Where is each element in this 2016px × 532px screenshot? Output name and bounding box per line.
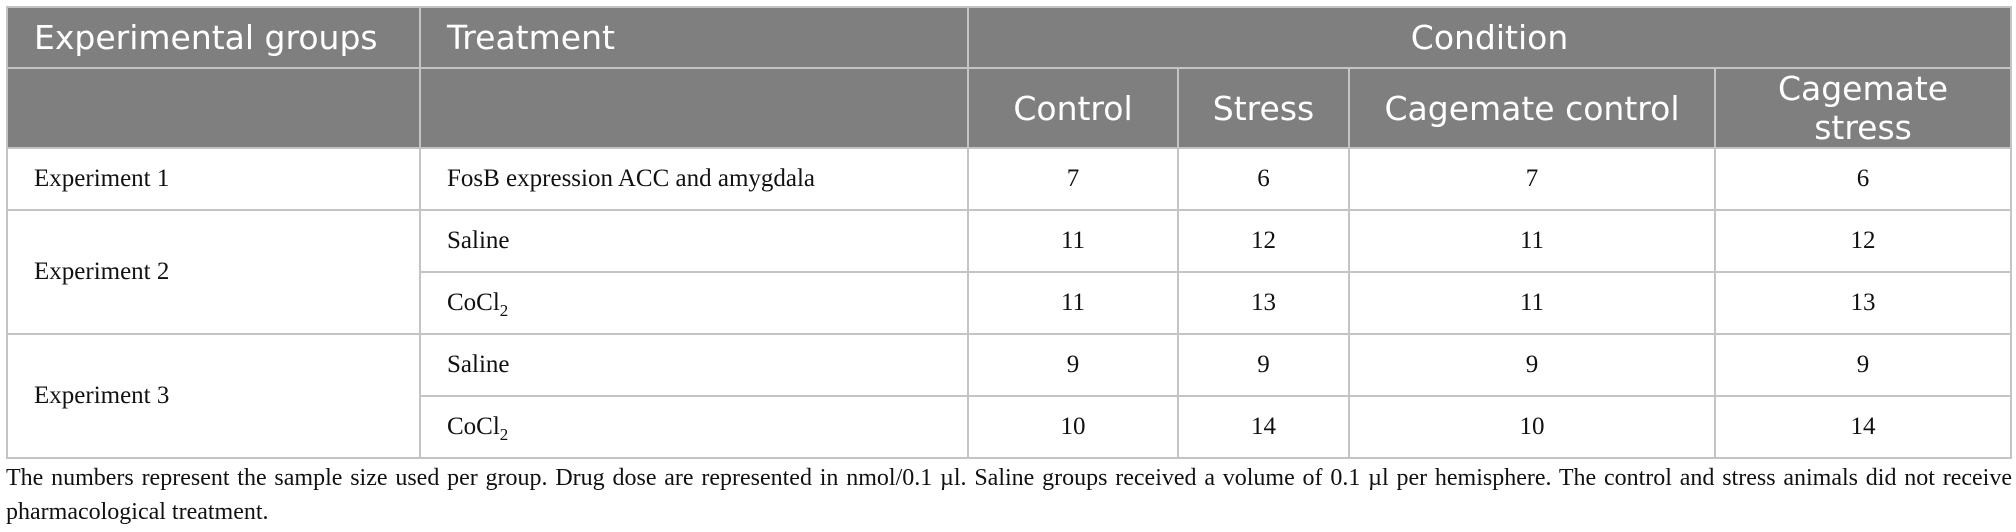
header-cagemate-stress: Cagemate stress <box>1713 67 2013 149</box>
value-cell: 7 <box>967 147 1179 211</box>
value-cell: 6 <box>1177 147 1350 211</box>
treatment-subscript: 2 <box>499 425 509 444</box>
table-row: CoCl2 10 14 10 14 <box>7 395 2013 459</box>
table-row: CoCl2 11 13 11 13 <box>7 271 2013 335</box>
value-cell: 10 <box>1348 395 1716 459</box>
value-cell: 14 <box>1713 395 2013 459</box>
value-cell: 7 <box>1348 147 1716 211</box>
value-cell: 11 <box>1348 271 1716 335</box>
treatment-cell: Saline <box>419 209 969 273</box>
value-cell: 9 <box>1177 333 1350 397</box>
value-cell: 14 <box>1177 395 1350 459</box>
value-cell: 6 <box>1713 147 2013 211</box>
header-stress: Stress <box>1177 67 1350 149</box>
value-cell: 13 <box>1177 271 1350 335</box>
header-row-2: Control Stress Cagemate control Cagemate… <box>6 67 2013 149</box>
header-empty-cell <box>419 67 969 149</box>
value-cell: 10 <box>967 395 1179 459</box>
value-cell: 9 <box>967 333 1179 397</box>
treatment-name: CoCl <box>447 289 500 316</box>
header-experimental-groups: Experimental groups <box>6 6 421 69</box>
value-cell: 9 <box>1348 333 1716 397</box>
value-cell: 9 <box>1713 333 2013 397</box>
header-control: Control <box>967 67 1179 149</box>
treatment-subscript: 2 <box>499 301 509 320</box>
group-cell: Experiment 1 <box>6 147 421 211</box>
table-row: Experiment 1 FosB expression ACC and amy… <box>6 147 2013 211</box>
treatment-name: CoCl <box>447 413 500 440</box>
table-footnote: The numbers represent the sample size us… <box>6 465 2012 525</box>
value-cell: 12 <box>1713 209 2013 273</box>
group-cell: Experiment 3 <box>6 333 421 459</box>
header-empty-cell <box>6 67 421 149</box>
table-row: Experiment 2 Saline 11 12 11 12 <box>6 209 2013 335</box>
treatment-cell: CoCl2 <box>419 395 969 459</box>
data-table: Experimental groups Treatment Condition … <box>6 6 2013 459</box>
header-row-1: Experimental groups Treatment Condition <box>6 6 2013 69</box>
value-cell: 13 <box>1713 271 2013 335</box>
value-cell: 11 <box>1348 209 1716 273</box>
header-condition: Condition <box>966 6 2013 69</box>
header-treatment: Treatment <box>419 6 969 69</box>
value-cell: 12 <box>1177 209 1350 273</box>
table-row: Experiment 3 Saline 9 9 9 9 <box>6 333 2013 459</box>
treatment-cell: Saline <box>419 333 969 397</box>
value-cell: 11 <box>967 209 1179 273</box>
header-cagemate-control: Cagemate control <box>1348 67 1716 149</box>
value-cell: 11 <box>967 271 1179 335</box>
treatment-cell: CoCl2 <box>419 271 969 335</box>
treatment-cell: FosB expression ACC and amygdala <box>419 147 969 211</box>
group-cell: Experiment 2 <box>6 209 421 335</box>
